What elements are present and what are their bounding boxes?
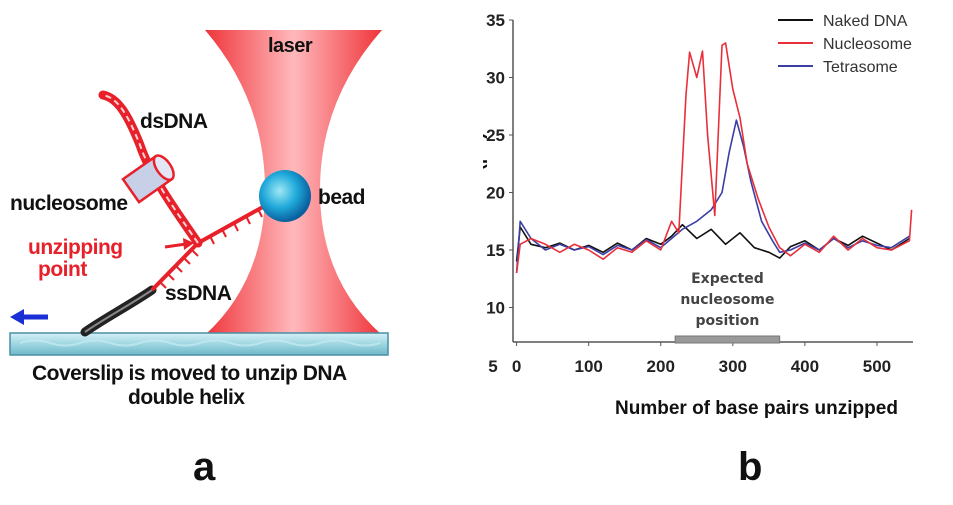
legend-label-nucleosome: Nucleosome xyxy=(823,36,912,53)
caption-line-1: Coverslip is moved to unzip DNA xyxy=(32,362,347,385)
x-tick-label: 300 xyxy=(719,357,747,376)
y-tick-label: 20 xyxy=(486,184,505,203)
label-unzipping: unzipping xyxy=(28,236,123,259)
y-tick-label: 35 xyxy=(486,11,505,30)
panel-letter-b: b xyxy=(738,445,763,489)
ssdna-strand xyxy=(150,241,200,292)
y-axis-title: Force (pN) xyxy=(483,133,488,228)
annotation-line-1: Expected xyxy=(691,271,764,287)
label-point: point xyxy=(38,258,87,281)
blue-arrow-icon xyxy=(10,309,48,325)
series-line-naked-dna xyxy=(515,223,910,262)
label-dsdna: dsDNA xyxy=(140,110,208,133)
x-tick-label: 0 xyxy=(512,357,521,376)
y-tick-label: 10 xyxy=(486,299,505,318)
x-tick-label: 100 xyxy=(574,357,602,376)
x-tick-label: 500 xyxy=(863,357,891,376)
series-line-nucleosome xyxy=(515,42,913,274)
y-tick-label: 15 xyxy=(486,241,505,260)
x-axis-title: Number of base pairs unzipped xyxy=(615,398,898,419)
force-chart: 10 15 20 25 30 35 0 100 200 300 400 500 5 Number of b… xyxy=(483,11,913,419)
legend-label-tetrasome: Tetrasome xyxy=(823,59,898,76)
origin-tick-label: 5 xyxy=(488,357,497,376)
label-ssdna: ssDNA xyxy=(165,282,232,305)
annotation-line-2: nucleosome xyxy=(680,292,774,308)
y-tick-label: 30 xyxy=(486,69,505,88)
annotation-line-3: position xyxy=(695,313,759,329)
y-tick-label: 25 xyxy=(486,126,505,145)
x-tick-label: 400 xyxy=(791,357,819,376)
label-bead: bead xyxy=(318,186,366,209)
panel-letter-a: a xyxy=(193,445,216,489)
bead xyxy=(259,170,311,222)
legend-label-naked-dna: Naked DNA xyxy=(823,13,908,30)
expected-position-bar xyxy=(674,335,781,344)
caption-line-2: double helix xyxy=(128,386,245,409)
label-laser: laser xyxy=(268,35,313,57)
red-pointer-arrow-icon xyxy=(164,238,194,250)
schematic-drawing xyxy=(9,30,389,356)
panel-a-schematic: laser dsDNA bead nucleosome unzipping po… xyxy=(0,0,420,505)
x-tick-label: 200 xyxy=(647,357,675,376)
label-nucleosome: nucleosome xyxy=(10,192,128,215)
nucleosome-cylinder xyxy=(121,154,175,204)
